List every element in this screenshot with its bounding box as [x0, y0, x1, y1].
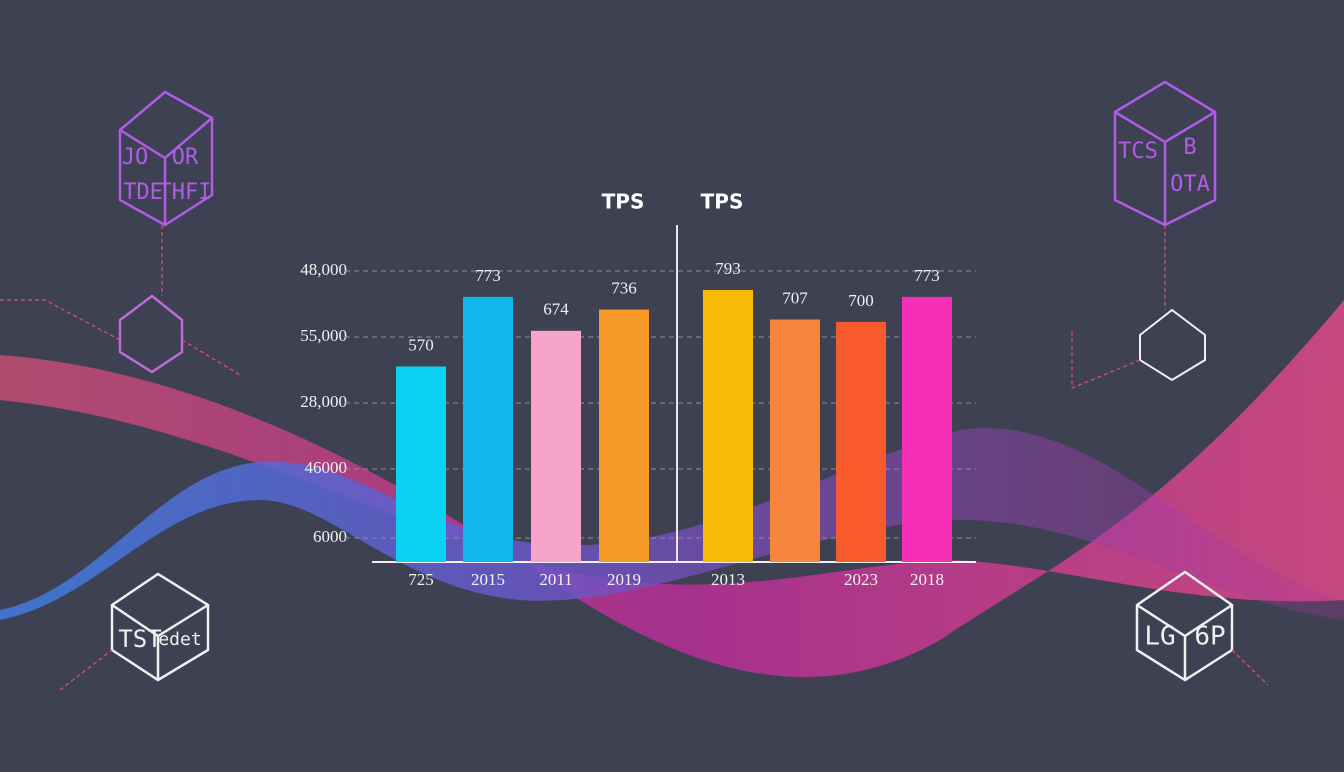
- bar: [599, 309, 649, 562]
- decor-label: LG: [1144, 622, 1175, 652]
- decor-lines: [0, 225, 1269, 691]
- x-tick-label: 2015: [471, 570, 505, 589]
- y-tick-label: 48,000: [300, 260, 347, 279]
- decor-label: OR: [172, 145, 199, 170]
- bar: [463, 296, 513, 562]
- bar: [396, 366, 446, 562]
- decor-label: OTA: [1170, 172, 1210, 197]
- data-label: 736: [611, 278, 637, 297]
- decor-label: 6P: [1194, 622, 1225, 652]
- data-label: 793: [715, 259, 741, 278]
- x-tick-label: 2018: [910, 570, 944, 589]
- decor-label: TDE: [123, 180, 163, 205]
- x-tick-label: 2013: [711, 570, 745, 589]
- bar: [770, 319, 820, 562]
- data-label: 700: [848, 291, 874, 310]
- decor-label: THFI: [159, 180, 212, 205]
- decor-label: JO: [122, 145, 149, 170]
- y-tick-label: 46000: [305, 458, 348, 477]
- bar: [531, 330, 581, 562]
- bar: [902, 296, 952, 562]
- data-label: 674: [543, 300, 569, 319]
- x-tick-label: 2023: [844, 570, 878, 589]
- decor-label: B: [1183, 135, 1196, 160]
- decor-label: edet: [158, 629, 201, 650]
- data-label: 773: [914, 266, 940, 285]
- y-tick-label: 28,000: [300, 392, 347, 411]
- chart-title: TPS: [602, 190, 645, 214]
- decoration: [118, 80, 1217, 374]
- y-tick-label: 55,000: [300, 326, 347, 345]
- chart-title: TPS: [701, 190, 744, 214]
- y-tick-label: 6000: [313, 527, 347, 546]
- x-tick-label: 2011: [539, 570, 572, 589]
- x-tick-label: 2019: [607, 570, 641, 589]
- data-label: 773: [475, 266, 501, 285]
- data-label: 707: [782, 288, 808, 307]
- decor-label: TST: [118, 625, 161, 653]
- x-tick-label: 725: [408, 570, 434, 589]
- wave: [0, 428, 1344, 620]
- wave: [0, 300, 1344, 678]
- data-label: 570: [408, 335, 434, 354]
- bar: [836, 321, 886, 562]
- bar: [703, 290, 753, 562]
- decor-label: TCS: [1118, 139, 1158, 164]
